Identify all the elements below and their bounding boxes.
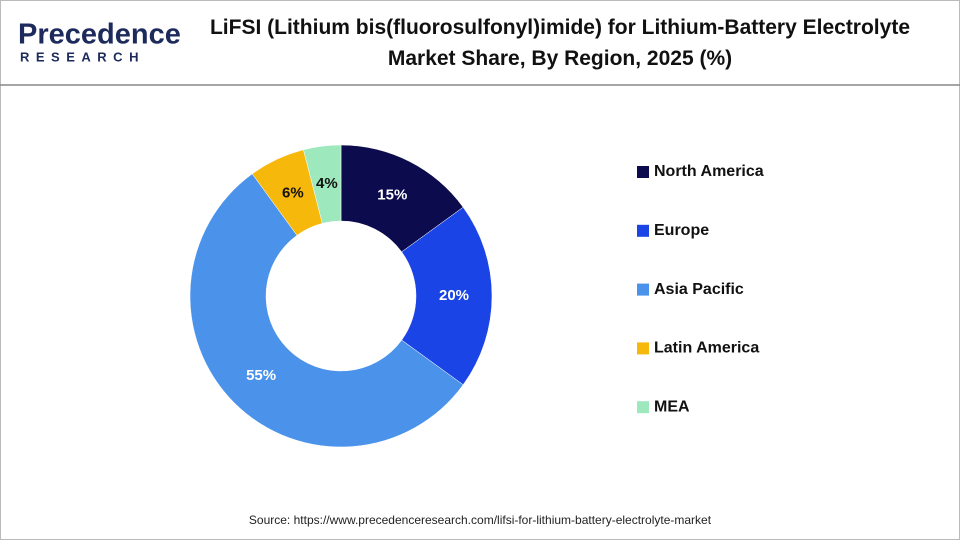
slice: [189, 173, 464, 448]
logo-tagline: RESEARCH: [20, 49, 145, 64]
value-label: 15%: [377, 186, 407, 203]
source: Source: https://www.precedenceresearch.c…: [249, 513, 712, 527]
legend-swatch: [637, 166, 649, 178]
legend-label: Europe: [654, 222, 709, 239]
logo-name: Precedence: [18, 19, 181, 51]
legend-label: MEA: [654, 398, 690, 415]
legend-label: Asia Pacific: [654, 281, 744, 298]
value-label: 6%: [282, 185, 304, 202]
legend-swatch: [637, 224, 649, 237]
legend-swatch: [637, 401, 649, 414]
legend-swatch: [637, 283, 649, 296]
slice: [401, 206, 493, 386]
value-label: 55%: [246, 367, 276, 384]
value-label: 4%: [316, 175, 338, 192]
legend-label: Latin America: [654, 340, 759, 357]
legend-label: North America: [654, 163, 764, 180]
chart-title: LiFSI (Lithium bis(fluorosulfonyl)imide)…: [209, 16, 910, 70]
slice: [303, 144, 342, 224]
value-label: 20%: [439, 287, 469, 304]
legend-swatch: [637, 342, 649, 355]
